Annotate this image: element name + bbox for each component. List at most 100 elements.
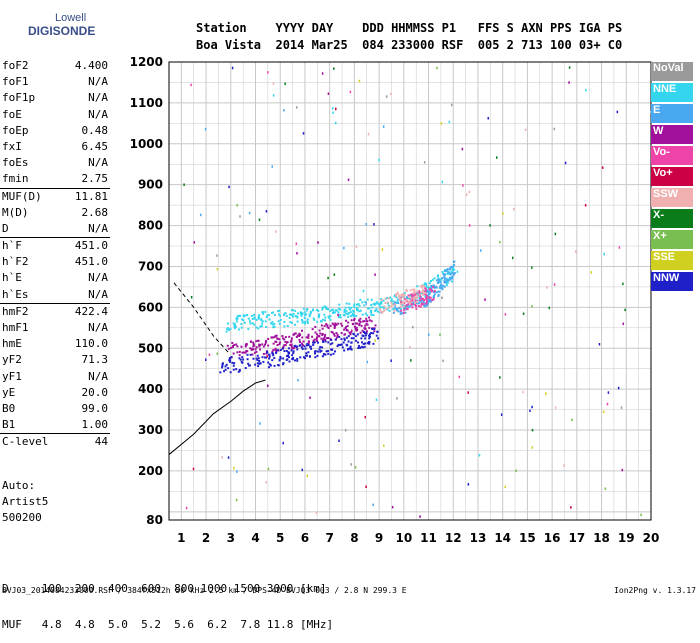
- param-row: yE 20.0: [0, 385, 110, 401]
- trace-point: [342, 341, 345, 344]
- trace-point: [261, 320, 264, 323]
- trace-point: [252, 341, 255, 344]
- x-tick-label: 16: [544, 531, 561, 545]
- trace-point: [289, 340, 292, 343]
- trace-point: [287, 347, 290, 350]
- noise-point: [622, 322, 625, 326]
- param-row: D N/A: [0, 221, 110, 237]
- noise-point: [467, 483, 470, 486]
- noise-point: [365, 222, 368, 226]
- trace-point: [447, 271, 450, 274]
- param-name: foF2: [2, 59, 29, 72]
- trace-point: [224, 365, 227, 368]
- noise-point: [606, 402, 609, 406]
- noise-point: [205, 358, 207, 361]
- trace-point: [446, 272, 449, 275]
- noise-point: [467, 391, 469, 394]
- noise-point: [295, 106, 298, 109]
- trace-point: [366, 307, 369, 310]
- trace-point: [314, 352, 317, 355]
- trace-point: [418, 293, 421, 296]
- trace-point: [283, 312, 286, 315]
- x-tick-label: 3: [227, 531, 235, 545]
- trace-point: [306, 320, 309, 323]
- trace-point: [419, 305, 422, 308]
- trace-point: [438, 280, 441, 283]
- trace-point: [232, 364, 235, 367]
- trace-point: [412, 292, 415, 295]
- trace-point: [312, 317, 315, 320]
- param-value: N/A: [88, 156, 108, 170]
- noise-point: [216, 352, 219, 355]
- x-tick-label: 20: [643, 531, 660, 545]
- trace-point: [272, 354, 275, 357]
- trace-point: [293, 345, 296, 348]
- trace-point: [271, 352, 274, 355]
- trace-point: [301, 321, 304, 324]
- trace-point: [309, 355, 311, 358]
- trace-point: [359, 317, 362, 320]
- trace-point: [433, 290, 436, 293]
- trace-point: [298, 341, 301, 344]
- noise-point: [204, 127, 207, 131]
- trace-point: [446, 277, 449, 280]
- y-tick-label: 700: [138, 259, 163, 273]
- trace-point: [365, 330, 368, 333]
- trace-point: [291, 358, 294, 361]
- trace-point: [344, 326, 347, 329]
- noise-point: [372, 503, 374, 507]
- trace-point: [437, 290, 440, 293]
- noise-point: [390, 92, 392, 96]
- trace-point: [376, 330, 379, 333]
- trace-point: [374, 302, 377, 305]
- trace-point: [452, 273, 455, 276]
- noise-point: [436, 66, 438, 70]
- version-label: Ion2Png v. 1.3.17: [614, 586, 696, 595]
- noise-point: [571, 418, 573, 422]
- noise-point: [617, 386, 620, 390]
- trace-point: [300, 346, 303, 349]
- trace-point: [229, 327, 232, 330]
- legend-item: E: [651, 104, 693, 123]
- noise-point: [216, 254, 218, 257]
- trace-point: [294, 314, 297, 317]
- trace-point: [302, 340, 305, 343]
- trace-point: [336, 333, 339, 336]
- trace-point: [380, 298, 383, 301]
- trace-point: [443, 277, 446, 280]
- trace-point: [299, 344, 302, 347]
- trace-point: [347, 321, 350, 324]
- trace-point: [355, 314, 358, 317]
- trace-point: [307, 334, 310, 337]
- trace-point: [223, 370, 226, 373]
- trace-point: [437, 278, 440, 281]
- noise-point: [554, 232, 557, 236]
- trace-point: [329, 343, 332, 346]
- trace-point: [361, 341, 364, 344]
- trace-point: [452, 272, 455, 275]
- param-value: N/A: [88, 321, 108, 334]
- trace-point: [345, 329, 348, 332]
- noise-point: [590, 271, 593, 274]
- trace-point: [395, 296, 398, 299]
- trace-point: [426, 303, 429, 306]
- trace-point: [268, 353, 271, 356]
- trace-point: [450, 270, 453, 273]
- trace-point: [402, 302, 405, 305]
- trace-point: [378, 303, 381, 306]
- trace-point: [290, 321, 293, 324]
- trace-point: [414, 303, 417, 306]
- trace-point: [232, 322, 235, 325]
- param-row: MUF(D) 11.81: [0, 189, 110, 205]
- param-row: foF1 N/A: [0, 74, 110, 90]
- trace-point: [261, 343, 264, 346]
- trace-point: [399, 296, 402, 299]
- trace-point: [426, 289, 429, 292]
- param-value: N/A: [88, 287, 108, 301]
- trace-point: [258, 314, 261, 317]
- param-value: N/A: [88, 221, 108, 235]
- noise-point: [351, 329, 353, 332]
- trace-point: [390, 301, 393, 304]
- trace-point: [344, 306, 347, 309]
- noise-point: [350, 463, 352, 466]
